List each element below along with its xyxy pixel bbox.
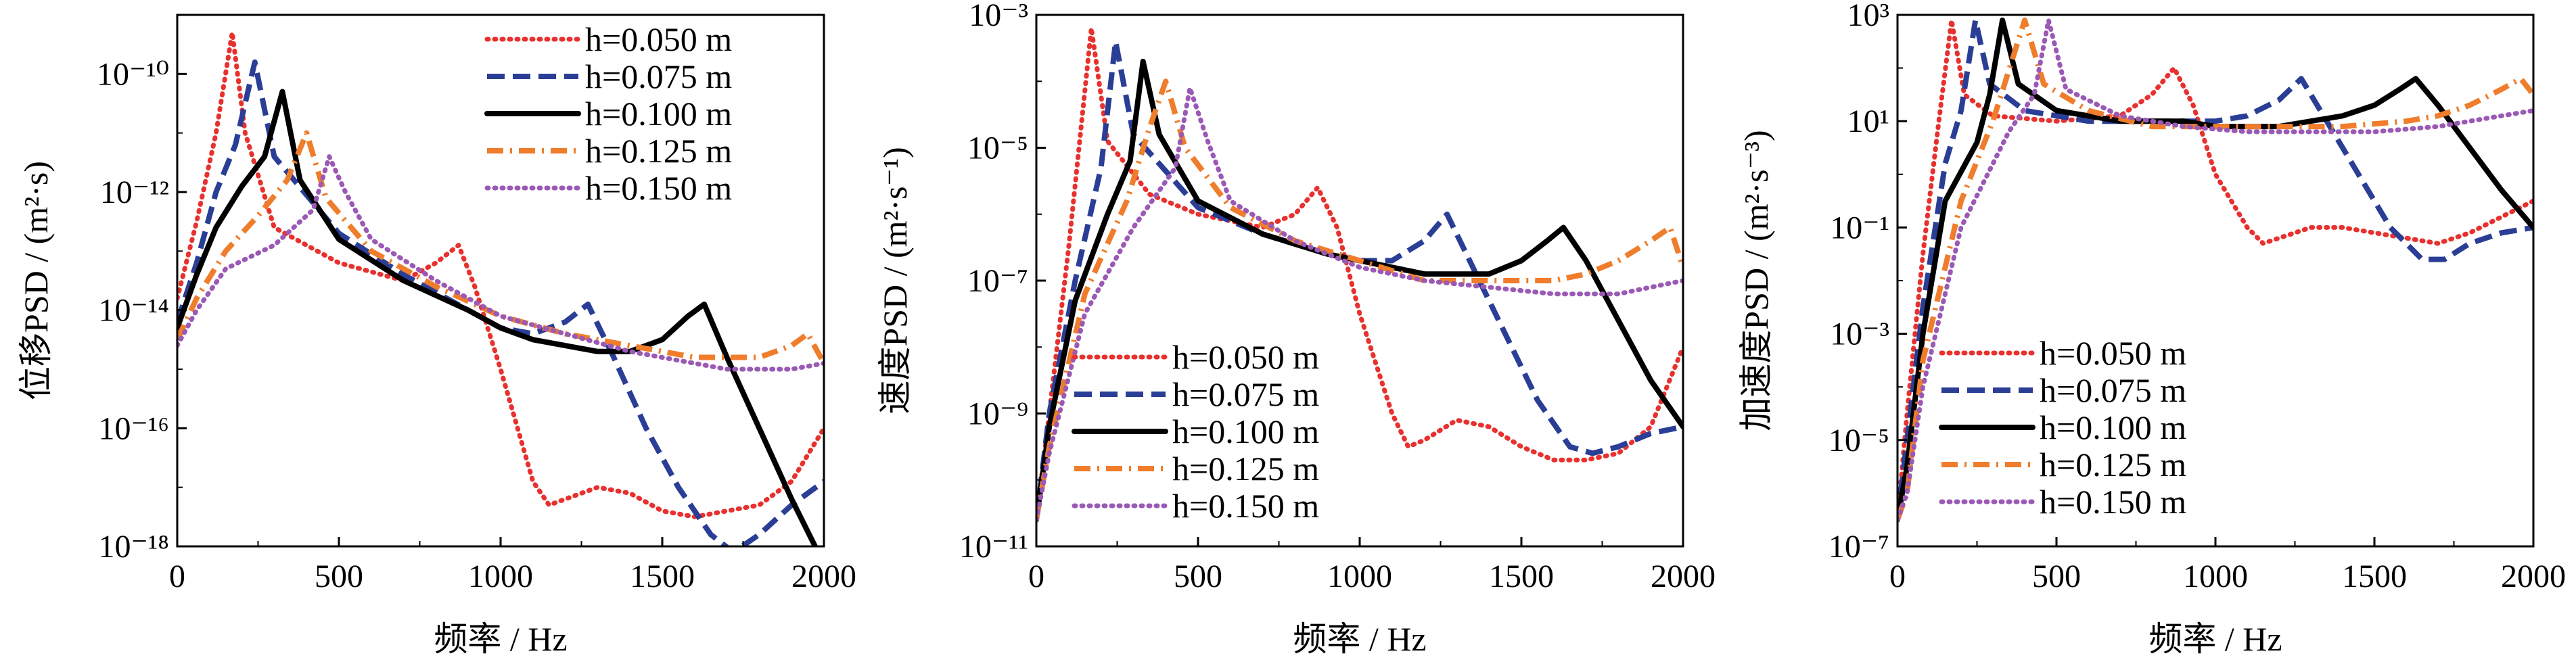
series-line-2 (1036, 39, 1683, 521)
y-tick-label: 10⁻¹¹ (959, 529, 1028, 565)
x-axis-title: 频率 / Hz (2148, 620, 2282, 658)
chart-panel-3: 0 500 1000 1500 2000 10⁻⁷ 10⁻⁵ 10⁻³ 10⁻¹ 10¹ 10³ 频率… (1737, 0, 2566, 658)
y-tick-label: 10⁻³ (969, 0, 1028, 33)
x-tick-label: 1500 (2342, 559, 2407, 594)
legend-label: h=0.125 m (1172, 450, 1319, 488)
series-line-5 (177, 154, 824, 372)
x-tick-label: 1500 (1489, 559, 1554, 594)
x-tick-label: 0 (1028, 559, 1044, 594)
y-axis-title: 加速度PSD / (m²·s⁻³) (1737, 130, 1775, 431)
legend-label: h=0.075 m (2040, 371, 2186, 409)
x-axis-title: 频率 / Hz (434, 620, 567, 658)
y-tick-label: 10⁻¹ (1830, 210, 1889, 245)
y-tick-label: 10⁻¹⁸ (99, 529, 169, 565)
legend: h=0.050 mh=0.075 mh=0.100 mh=0.125 mh=0.… (1072, 338, 1319, 525)
legend-label: h=0.075 m (585, 57, 732, 95)
y-tick-label: 10⁻⁵ (967, 131, 1028, 166)
y-tick-label: 10¹ (1847, 103, 1889, 139)
legend-label: h=0.150 m (2040, 483, 2186, 521)
legend: h=0.050 mh=0.075 mh=0.100 mh=0.125 mh=0.… (484, 20, 732, 207)
legend-label: h=0.100 m (585, 95, 732, 133)
legend: h=0.050 mh=0.075 mh=0.100 mh=0.125 mh=0.… (1939, 334, 2186, 521)
x-tick-label: 1000 (468, 559, 533, 594)
legend-label: h=0.100 m (2040, 408, 2186, 446)
x-tick-label: 500 (1174, 559, 1222, 594)
legend-label: h=0.050 m (1172, 338, 1319, 376)
y-tick-label: 10⁻⁹ (967, 396, 1028, 432)
legend-label: h=0.150 m (585, 169, 732, 207)
chart-panel-1: 0 500 1000 1500 2000 10⁻¹⁸ 10⁻¹⁶ 10⁻¹⁴ 10⁻¹² 10⁻¹… (17, 14, 856, 658)
y-tick-label: 10⁻⁷ (1828, 529, 1889, 565)
series-line-5 (1036, 85, 1683, 523)
x-tick-label: 1000 (1327, 559, 1392, 594)
series-line-1 (1898, 18, 2533, 523)
plot-frame (1896, 14, 2535, 548)
series-line-3 (1036, 58, 1683, 523)
series-line-3 (177, 89, 819, 546)
y-axis-title: 速度PSD / (m²·s⁻¹) (876, 147, 914, 414)
series-line-1 (177, 30, 824, 519)
plot-frame (1035, 14, 1684, 548)
x-tick-label: 0 (169, 559, 185, 594)
series-line-2 (1898, 17, 2533, 521)
series-line-1 (1036, 26, 1683, 523)
y-tick-label: 10⁻³ (1830, 316, 1889, 352)
x-tick-label: 2000 (791, 559, 856, 594)
x-tick-label: 500 (315, 559, 363, 594)
y-tick-label: 10⁻¹⁶ (99, 410, 169, 446)
legend-label: h=0.100 m (1172, 412, 1319, 450)
y-tick-label: 10⁻¹² (100, 174, 169, 210)
x-tick-label: 2000 (1651, 559, 1716, 594)
x-tick-label: 2000 (2501, 559, 2566, 594)
legend-label: h=0.050 m (2040, 334, 2186, 372)
x-axis-title: 频率 / Hz (1293, 620, 1426, 658)
series-line-3 (1898, 17, 2533, 523)
chart-panel-2: 0 500 1000 1500 2000 10⁻¹¹ 10⁻⁹ 10⁻⁷ 10⁻⁵ 10⁻³ 频率 … (876, 0, 1716, 658)
legend-label: h=0.150 m (1172, 487, 1319, 525)
x-tick-label: 500 (2032, 559, 2081, 594)
series-line-4 (177, 130, 824, 365)
series-line-4 (1898, 17, 2533, 521)
y-tick-label: 10⁻⁷ (967, 263, 1028, 299)
y-axis-title: 位移PSD / (m²·s) (17, 161, 55, 400)
y-tick-label: 10⁻¹⁰ (97, 56, 169, 92)
legend-label: h=0.050 m (585, 20, 732, 58)
series-line-5 (1898, 18, 2533, 523)
y-tick-label: 10⁻⁵ (1828, 423, 1889, 458)
y-tick-label: 10³ (1847, 0, 1889, 33)
legend-label: h=0.075 m (1172, 375, 1319, 413)
legend-label: h=0.125 m (2040, 446, 2186, 483)
x-tick-label: 0 (1889, 559, 1906, 594)
x-tick-label: 1000 (2183, 559, 2248, 594)
legend-label: h=0.125 m (585, 132, 732, 170)
series-line-4 (1036, 78, 1683, 521)
x-tick-label: 1500 (630, 559, 695, 594)
y-tick-label: 10⁻¹⁴ (99, 293, 169, 329)
